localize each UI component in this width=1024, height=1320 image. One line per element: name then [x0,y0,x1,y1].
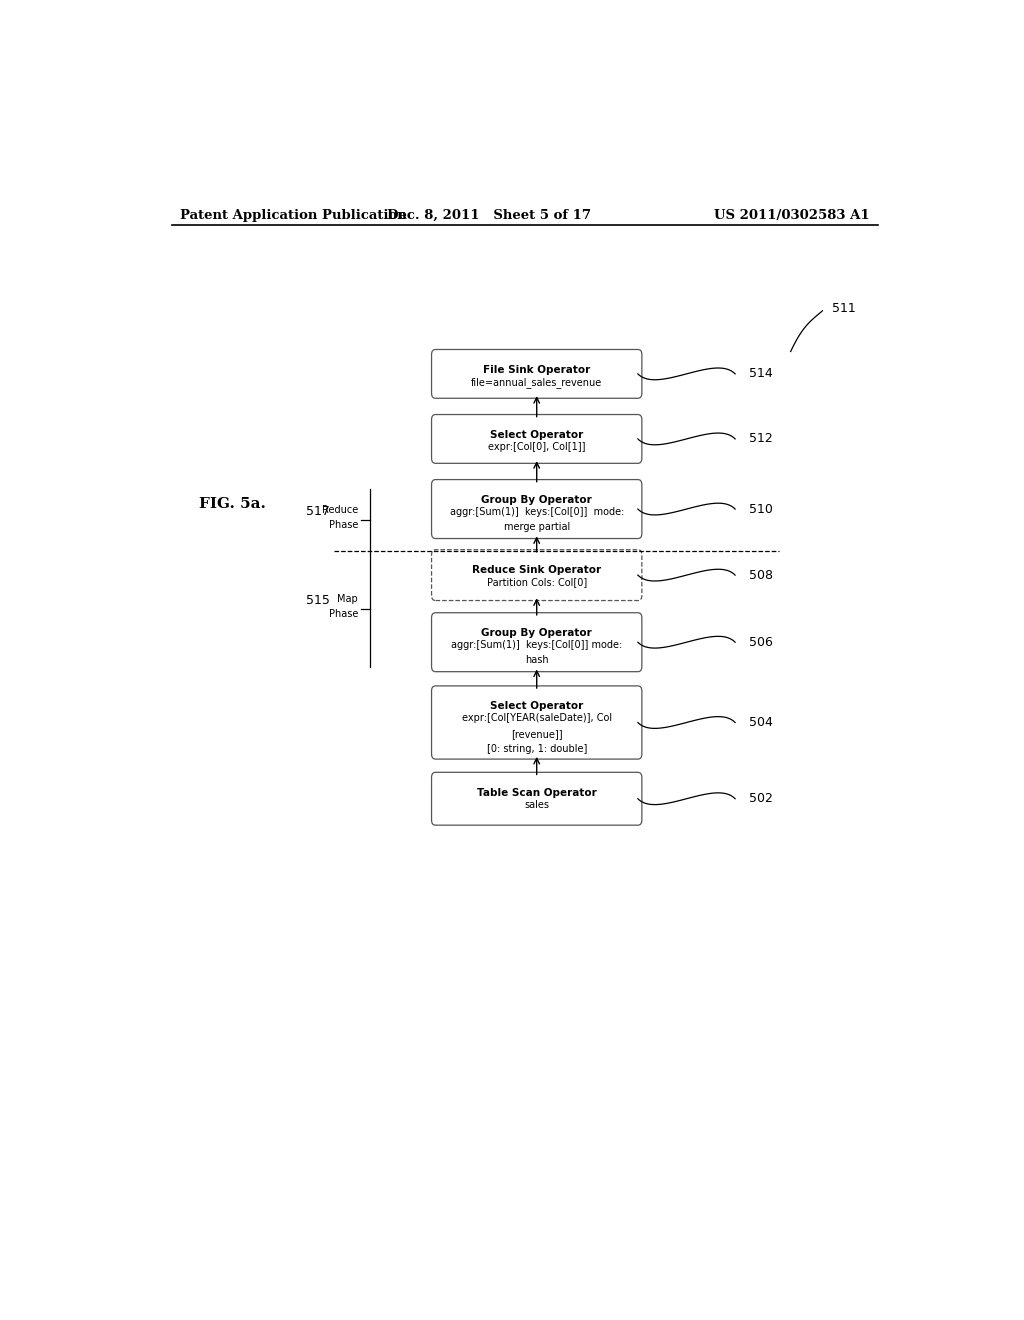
Text: aggr:[Sum(1)]  keys:[Col[0]]  mode:: aggr:[Sum(1)] keys:[Col[0]] mode: [450,507,624,517]
Text: 506: 506 [750,636,773,648]
Text: expr:[Col[YEAR(saleDate)], Col: expr:[Col[YEAR(saleDate)], Col [462,713,611,723]
Text: FIG. 5a.: FIG. 5a. [200,496,266,511]
Text: Group By Operator: Group By Operator [481,628,592,638]
Text: Select Operator: Select Operator [490,430,584,440]
Text: file=annual_sales_revenue: file=annual_sales_revenue [471,378,602,388]
Text: 504: 504 [750,715,773,729]
Text: File Sink Operator: File Sink Operator [483,364,590,375]
Text: 502: 502 [750,792,773,805]
Text: 512: 512 [750,433,773,445]
Text: sales: sales [524,800,549,809]
FancyBboxPatch shape [431,686,642,759]
Text: US 2011/0302583 A1: US 2011/0302583 A1 [715,209,870,222]
Text: 510: 510 [750,503,773,516]
FancyBboxPatch shape [431,479,642,539]
Text: 514: 514 [750,367,773,380]
Text: 511: 511 [831,302,856,315]
Text: 515: 515 [306,594,331,607]
Text: [0: string, 1: double]: [0: string, 1: double] [486,744,587,754]
FancyBboxPatch shape [431,772,642,825]
Text: Select Operator: Select Operator [490,701,584,711]
FancyBboxPatch shape [431,350,642,399]
Text: Partition Cols: Col[0]: Partition Cols: Col[0] [486,577,587,587]
Text: Patent Application Publication: Patent Application Publication [179,209,407,222]
Text: Table Scan Operator: Table Scan Operator [477,788,597,797]
Text: hash: hash [525,656,549,665]
Text: Phase: Phase [329,609,358,619]
FancyBboxPatch shape [431,612,642,672]
Text: [revenue]]: [revenue]] [511,729,562,739]
Text: 508: 508 [750,569,773,582]
FancyBboxPatch shape [431,549,642,601]
Text: merge partial: merge partial [504,523,569,532]
Text: 517: 517 [306,506,331,517]
Text: Map: Map [337,594,358,603]
Text: Group By Operator: Group By Operator [481,495,592,504]
FancyBboxPatch shape [431,414,642,463]
Text: aggr:[Sum(1)]  keys:[Col[0]] mode:: aggr:[Sum(1)] keys:[Col[0]] mode: [452,640,623,651]
Text: expr:[Col[0], Col[1]]: expr:[Col[0], Col[1]] [488,442,586,451]
Text: Dec. 8, 2011   Sheet 5 of 17: Dec. 8, 2011 Sheet 5 of 17 [387,209,591,222]
Text: Reduce Sink Operator: Reduce Sink Operator [472,565,601,576]
Text: Reduce: Reduce [322,504,358,515]
Text: Phase: Phase [329,520,358,529]
